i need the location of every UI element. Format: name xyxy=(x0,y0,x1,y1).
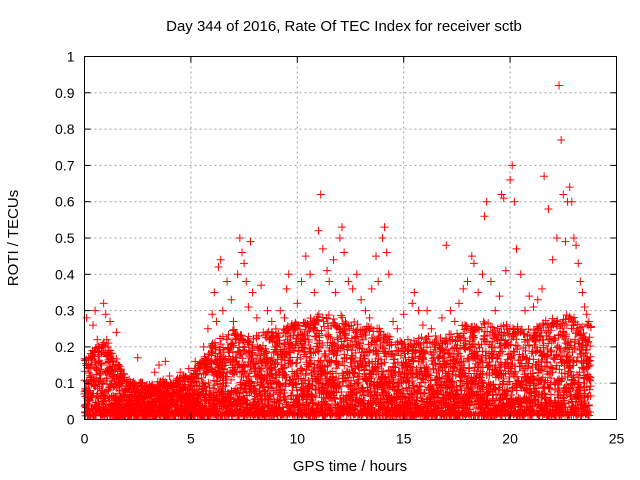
data-point xyxy=(113,360,122,369)
data-point xyxy=(229,325,238,334)
data-point xyxy=(94,352,103,361)
data-point xyxy=(484,361,493,370)
data-point xyxy=(434,353,443,362)
data-point xyxy=(100,341,109,350)
data-point xyxy=(292,358,301,367)
data-point xyxy=(513,341,522,350)
data-point xyxy=(570,344,579,353)
data-point xyxy=(116,365,125,374)
data-point xyxy=(390,359,399,368)
data-point xyxy=(528,369,537,378)
data-point xyxy=(204,378,213,387)
data-point xyxy=(207,358,216,367)
data-point xyxy=(102,376,111,385)
data-point xyxy=(224,330,233,339)
data-point xyxy=(210,381,219,390)
data-point xyxy=(469,333,478,342)
data-point xyxy=(154,361,163,370)
data-point xyxy=(188,387,197,396)
data-point xyxy=(216,340,225,349)
data-point xyxy=(89,321,98,330)
data-point xyxy=(161,357,170,366)
data-point xyxy=(109,370,118,379)
data-point xyxy=(511,341,520,350)
data-point xyxy=(192,370,201,379)
data-point xyxy=(101,310,110,319)
data-point xyxy=(150,368,159,377)
data-point xyxy=(545,384,554,393)
data-point xyxy=(133,353,142,362)
data-point xyxy=(329,314,338,323)
data-point xyxy=(201,379,210,388)
data-point xyxy=(225,348,234,357)
data-point xyxy=(509,371,518,380)
data-point xyxy=(524,325,533,334)
data-point xyxy=(112,328,121,337)
data-point xyxy=(85,396,94,405)
data-point xyxy=(479,317,488,326)
data-point xyxy=(106,317,115,326)
data-point xyxy=(99,299,108,308)
data-point xyxy=(239,367,248,376)
data-point xyxy=(115,389,124,398)
data-point xyxy=(544,339,553,348)
data-point xyxy=(321,351,330,360)
data-point xyxy=(197,373,206,382)
data-point xyxy=(586,381,595,390)
data-point xyxy=(82,313,91,322)
data-point xyxy=(337,311,346,320)
data-point xyxy=(106,349,115,358)
data-points-layer xyxy=(80,81,595,420)
data-point xyxy=(96,369,105,378)
data-point xyxy=(194,397,203,406)
data-point xyxy=(96,370,105,379)
data-point xyxy=(586,391,595,400)
data-point xyxy=(564,352,573,361)
data-point xyxy=(210,338,219,347)
data-point xyxy=(193,370,202,379)
data-point xyxy=(520,411,529,420)
data-point xyxy=(91,306,100,315)
data-point xyxy=(338,313,347,322)
data-point xyxy=(172,400,181,409)
data-point xyxy=(120,373,129,382)
data-point xyxy=(102,335,111,344)
data-point xyxy=(112,354,121,363)
data-point xyxy=(139,394,148,403)
